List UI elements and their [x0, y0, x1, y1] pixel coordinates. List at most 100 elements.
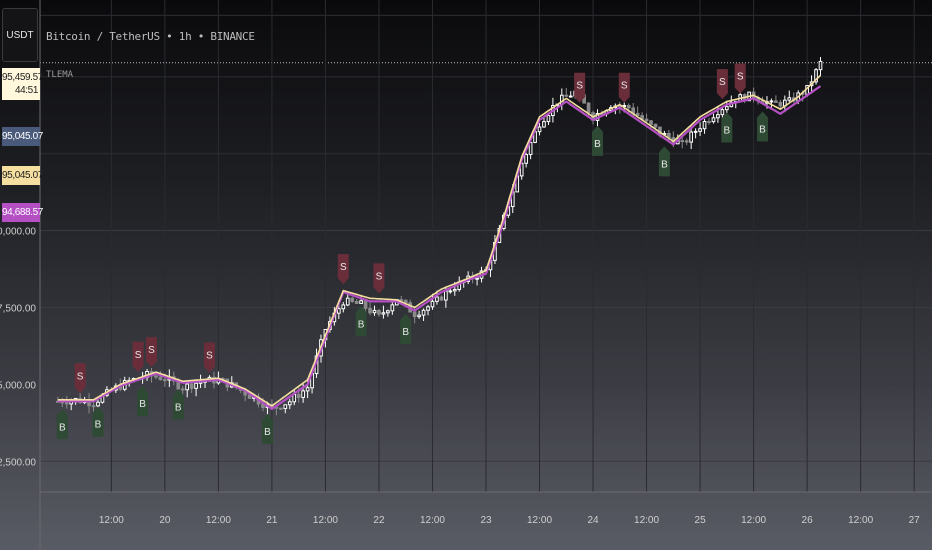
candle-body [693, 130, 698, 133]
candle-body [649, 120, 653, 125]
candle-body [814, 69, 818, 83]
candle-body [354, 300, 359, 304]
candle-body [698, 128, 702, 132]
buy-signal: B [400, 313, 412, 344]
signal-label: B [402, 327, 409, 338]
candle-body [421, 309, 426, 316]
signal-label: B [661, 159, 668, 170]
buy-signal: B [92, 406, 104, 437]
sell-marker-shape [203, 342, 215, 373]
candle-body [363, 300, 368, 309]
price-tag-value: 95,045.07 [2, 170, 43, 181]
candle-body [787, 97, 792, 101]
candle-body [163, 379, 167, 382]
candle-body [537, 126, 542, 133]
sell-marker-shape [618, 72, 630, 103]
candle-body [336, 308, 341, 314]
candle-body [345, 297, 350, 306]
candle-body [711, 117, 716, 123]
candle-body [403, 299, 408, 304]
signal-label: S [576, 81, 583, 92]
candle-body [818, 60, 823, 71]
x-tick-label: 22 [373, 515, 385, 526]
candle-body [96, 401, 100, 407]
buy-marker-shape [92, 406, 104, 437]
x-tick-label: 12:00 [206, 515, 231, 526]
signal-label: S [135, 350, 142, 361]
buy-marker-shape [261, 413, 273, 444]
candle-body [689, 131, 693, 143]
candlesticks [56, 56, 823, 416]
candle-body [524, 154, 528, 164]
grid-lines [40, 0, 932, 492]
signal-label: S [148, 345, 155, 356]
ma-line [57, 85, 822, 411]
candle-body [769, 100, 774, 103]
sell-marker-shape [734, 63, 746, 94]
candle-body [426, 306, 430, 311]
candle-body [287, 401, 292, 406]
signal-label: S [376, 271, 383, 282]
signal-label: S [737, 71, 744, 82]
x-tick-label: 12:00 [420, 515, 445, 526]
candle-body [439, 296, 444, 301]
sell-signal: S [734, 63, 746, 94]
candle-body [301, 390, 305, 398]
candle-body [305, 387, 310, 392]
buy-signal: B [137, 386, 149, 417]
y-tick-label: 87,500.00 [0, 304, 36, 315]
candle-body [412, 311, 417, 318]
buy-signal: B [721, 112, 733, 143]
candle-body [390, 304, 395, 312]
sell-signal: S [373, 263, 385, 294]
candle-body [435, 296, 439, 302]
candle-body [702, 121, 707, 130]
candle-body [377, 309, 381, 315]
moving-averages [57, 74, 822, 411]
signal-label: B [59, 422, 66, 433]
candle-body [381, 312, 386, 315]
buy-marker-shape [137, 386, 149, 417]
candle-body [189, 383, 194, 389]
x-tick-label: 12:00 [848, 515, 873, 526]
x-tick-label: 26 [802, 515, 814, 526]
buy-signal: B [658, 146, 670, 177]
sell-marker-shape [132, 341, 144, 372]
sell-marker-shape [574, 72, 586, 103]
price-tag: 95,045.07 [2, 166, 43, 185]
candle-body [716, 114, 720, 119]
signal-label: B [594, 139, 601, 150]
candle-body [283, 404, 288, 409]
sell-signal: S [146, 337, 157, 368]
candle-body [185, 383, 190, 391]
candle-body [653, 123, 658, 128]
ma-line [57, 74, 822, 407]
candle-body [194, 382, 198, 389]
candle-body [372, 309, 377, 314]
signal-markers: B S B S B S B S B S B S B S B S B S B S B [56, 63, 769, 444]
buy-signal: B [172, 389, 184, 420]
x-tick-label: 12:00 [741, 515, 766, 526]
buy-signal: B [56, 409, 68, 440]
candle-body [296, 394, 301, 398]
buy-signal: B [355, 306, 367, 337]
buy-marker-shape [592, 125, 603, 156]
candle-body [247, 394, 252, 399]
x-tick-label: 20 [159, 515, 171, 526]
sell-marker-shape [74, 363, 86, 394]
signal-label: B [264, 427, 271, 438]
x-tick-label: 27 [909, 515, 921, 526]
signal-label: B [759, 125, 766, 136]
candle-body [707, 121, 711, 124]
sell-marker-shape [716, 69, 728, 100]
y-tick-label: 90,000.00 [0, 227, 36, 238]
quote-currency-button[interactable]: USDT [2, 8, 38, 62]
sell-marker-shape [337, 254, 349, 285]
candle-body [368, 307, 372, 314]
signal-label: S [77, 371, 84, 382]
price-tag: 95,045.07 [2, 127, 43, 146]
candle-body [586, 102, 591, 114]
buy-signal: B [261, 413, 273, 444]
